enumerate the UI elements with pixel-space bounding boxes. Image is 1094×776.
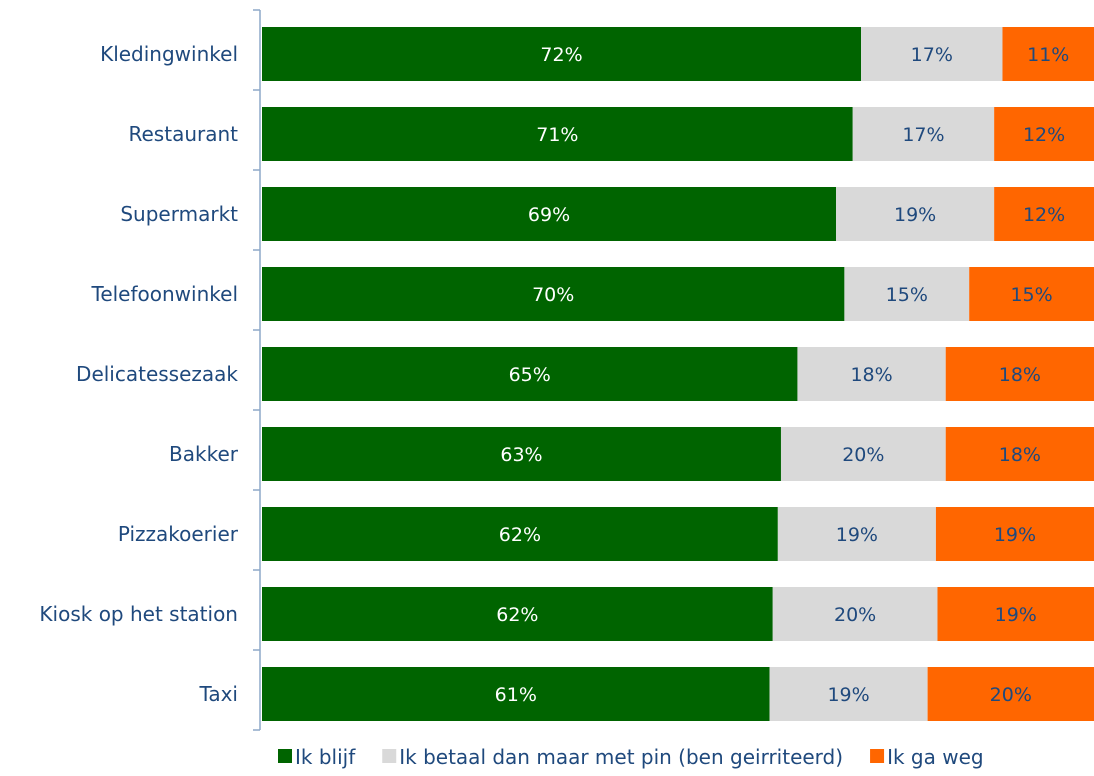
bar-bakker-series-2 — [945, 427, 1094, 481]
data-label: 19% — [995, 604, 1037, 626]
category-label: Taxi — [198, 682, 238, 706]
data-label: 18% — [999, 444, 1041, 466]
data-label: 62% — [499, 524, 541, 546]
bar-supermarkt-series-2 — [994, 187, 1094, 241]
data-label: 18% — [850, 364, 892, 386]
data-label: 19% — [827, 684, 869, 706]
category-label: Restaurant — [129, 122, 239, 146]
data-label: 19% — [836, 524, 878, 546]
bar-bakker-series-1 — [780, 427, 946, 481]
bar-delicatessezaak-series-2 — [945, 347, 1094, 401]
data-label: 19% — [894, 204, 936, 226]
data-label: 72% — [540, 44, 582, 66]
data-label: 15% — [1010, 284, 1052, 306]
data-label: 12% — [1023, 204, 1065, 226]
data-label: 63% — [500, 444, 542, 466]
data-label: 61% — [495, 684, 537, 706]
legend-swatch — [278, 749, 292, 763]
bar-taxi-series-2 — [927, 667, 1094, 721]
category-label: Supermarkt — [120, 202, 238, 226]
data-label: 62% — [496, 604, 538, 626]
bar-taxi-series-0 — [262, 667, 770, 721]
category-label: Telefoonwinkel — [91, 282, 239, 306]
bar-delicatessezaak-series-0 — [262, 347, 798, 401]
category-axis — [253, 9, 261, 731]
data-label: 15% — [886, 284, 928, 306]
data-label: 70% — [532, 284, 574, 306]
legend-label: Ik blijf — [295, 745, 356, 769]
bar-delicatessezaak-series-1 — [797, 347, 946, 401]
data-label: 20% — [834, 604, 876, 626]
data-label: 18% — [999, 364, 1041, 386]
bar-restaurant-series-1 — [852, 107, 995, 161]
bar-telefoonwinkel-series-1 — [844, 267, 970, 321]
bar-taxi-series-1 — [769, 667, 928, 721]
bar-kiosk-op-het-station-series-1 — [772, 587, 938, 641]
legend-swatch — [382, 749, 397, 763]
bar-bakker-series-0 — [262, 427, 781, 481]
bars-group: 72% 17% 11% 71% 17% 12% 69% 19% 12% 70% 15% 15% 65% 1… — [262, 27, 1094, 721]
bar-pizzakoerier-series-2 — [935, 507, 1094, 561]
legend-label: Ik betaal dan maar met pin (ben geirrite… — [399, 745, 843, 769]
category-labels: Kledingwinkel Restaurant Supermarkt Telefoo… — [39, 42, 238, 706]
bar-supermarkt-series-0 — [262, 187, 837, 241]
bar-supermarkt-series-1 — [836, 187, 995, 241]
data-label: 65% — [509, 364, 551, 386]
data-label: 17% — [911, 44, 953, 66]
data-label: 20% — [842, 444, 884, 466]
category-label: Bakker — [169, 442, 239, 466]
bar-kiosk-op-het-station-series-2 — [937, 587, 1094, 641]
bar-kledingwinkel-series-1 — [861, 27, 1003, 81]
data-label: 19% — [994, 524, 1036, 546]
category-label: Pizzakoerier — [118, 522, 239, 546]
data-label: 12% — [1023, 124, 1065, 146]
bar-restaurant-series-0 — [262, 107, 853, 161]
data-label: 17% — [902, 124, 944, 146]
bar-kledingwinkel-series-2 — [1002, 27, 1094, 81]
data-label: 69% — [528, 204, 570, 226]
data-label: 71% — [536, 124, 578, 146]
category-label: Kledingwinkel — [100, 42, 238, 66]
bar-kiosk-op-het-station-series-0 — [262, 587, 773, 641]
bar-telefoonwinkel-series-0 — [262, 267, 845, 321]
bar-pizzakoerier-series-0 — [262, 507, 778, 561]
legend: Ik blijf Ik betaal dan maar met pin (ben … — [278, 745, 984, 769]
bar-restaurant-series-2 — [994, 107, 1094, 161]
bar-pizzakoerier-series-1 — [777, 507, 936, 561]
bar-telefoonwinkel-series-2 — [969, 267, 1094, 321]
category-label: Kiosk op het station — [39, 602, 238, 626]
legend-swatch — [870, 749, 885, 763]
data-label: 11% — [1027, 44, 1069, 66]
bar-kledingwinkel-series-0 — [262, 27, 862, 81]
category-label: Delicatessezaak — [76, 362, 238, 386]
legend-label: Ik ga weg — [887, 745, 984, 769]
data-label: 20% — [990, 684, 1032, 706]
